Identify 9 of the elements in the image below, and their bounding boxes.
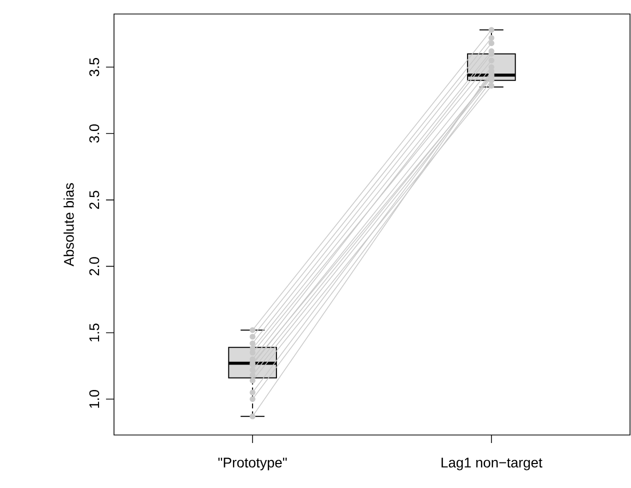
y-axis-title: Absolute bias — [64, 183, 74, 266]
y-tick-label: 3.0 — [89, 124, 100, 143]
y-tick-label: 1.5 — [89, 324, 100, 342]
y-tick-label: 2.5 — [89, 190, 100, 209]
x-tick-label: Lag1 non−target — [442, 458, 542, 470]
y-tick-label: 1.0 — [89, 390, 100, 408]
y-tick-label: 2.0 — [89, 257, 100, 276]
y-tick-label: 3.5 — [89, 58, 100, 76]
x-tick-label: "Prototype" — [218, 458, 287, 470]
